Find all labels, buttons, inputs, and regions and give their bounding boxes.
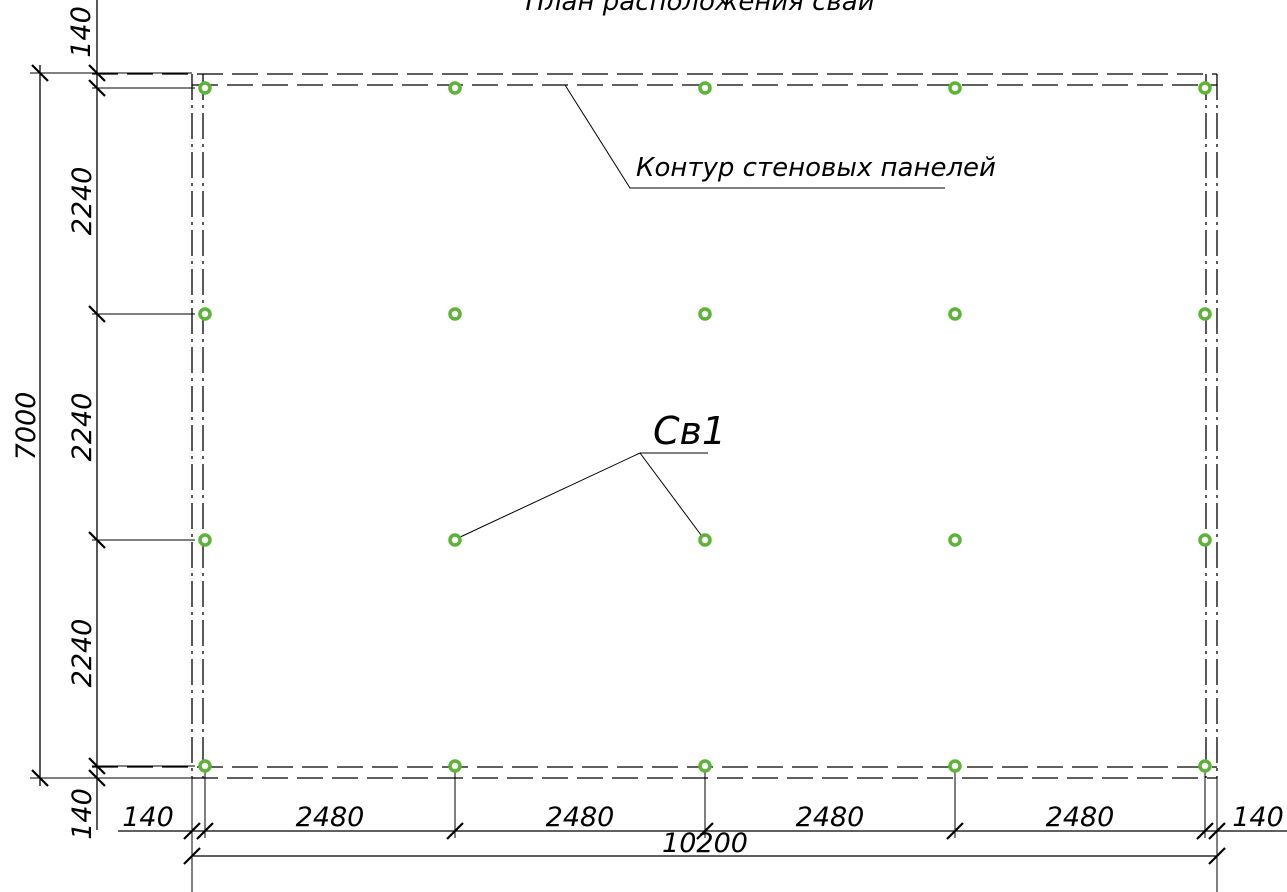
pile-marker: [198, 533, 212, 547]
drawing-title: План расположения свай: [525, 0, 874, 17]
pile-marker: [198, 307, 212, 321]
pile-marker: [448, 307, 462, 321]
bottom-dimension-chain: [118, 770, 1287, 892]
pile-marker: [698, 307, 712, 321]
wall-contour-label: Контур стеновых панелей: [636, 153, 996, 183]
pile-marker: [948, 81, 962, 95]
dim-bottom-left-offset: 140: [122, 802, 174, 833]
dim-left-span-3: 2240: [67, 619, 98, 688]
pile-marker: [198, 81, 212, 95]
pile-marker: [948, 759, 962, 773]
pile-marker: [698, 533, 712, 547]
pile-marker: [198, 759, 212, 773]
dim-left-span-1: 2240: [67, 167, 98, 236]
pile-marker: [1198, 81, 1212, 95]
dim-left-span-2: 2240: [67, 393, 98, 462]
dim-total-height: 7000: [11, 392, 42, 461]
dim-bottom-right-offset: 140: [1232, 802, 1284, 833]
pile-marker: [948, 307, 962, 321]
dim-total-width: 10200: [662, 828, 748, 859]
pile-marker: [1198, 533, 1212, 547]
dim-bottom-span-3: 2480: [796, 802, 865, 833]
dim-bottom-offset: 140: [67, 788, 98, 840]
pile-mark-leader: [455, 452, 708, 540]
pile-marker: [448, 81, 462, 95]
piles-group: [198, 81, 1212, 773]
pile-marker: [698, 81, 712, 95]
pile-marker: [948, 533, 962, 547]
dim-bottom-span-2: 2480: [546, 802, 615, 833]
pile-marker: [1198, 759, 1212, 773]
pile-marker: [448, 759, 462, 773]
pile-marker: [1198, 307, 1212, 321]
pile-mark-label: Св1: [653, 409, 726, 453]
left-dimension-chain: [30, 0, 195, 830]
dim-bottom-span-4: 2480: [1046, 802, 1115, 833]
dim-top-offset: 140: [66, 6, 97, 58]
pile-marker: [698, 759, 712, 773]
pile-marker: [448, 533, 462, 547]
wall-contour-leader: [564, 84, 945, 189]
dim-bottom-span-1: 2480: [296, 802, 365, 833]
